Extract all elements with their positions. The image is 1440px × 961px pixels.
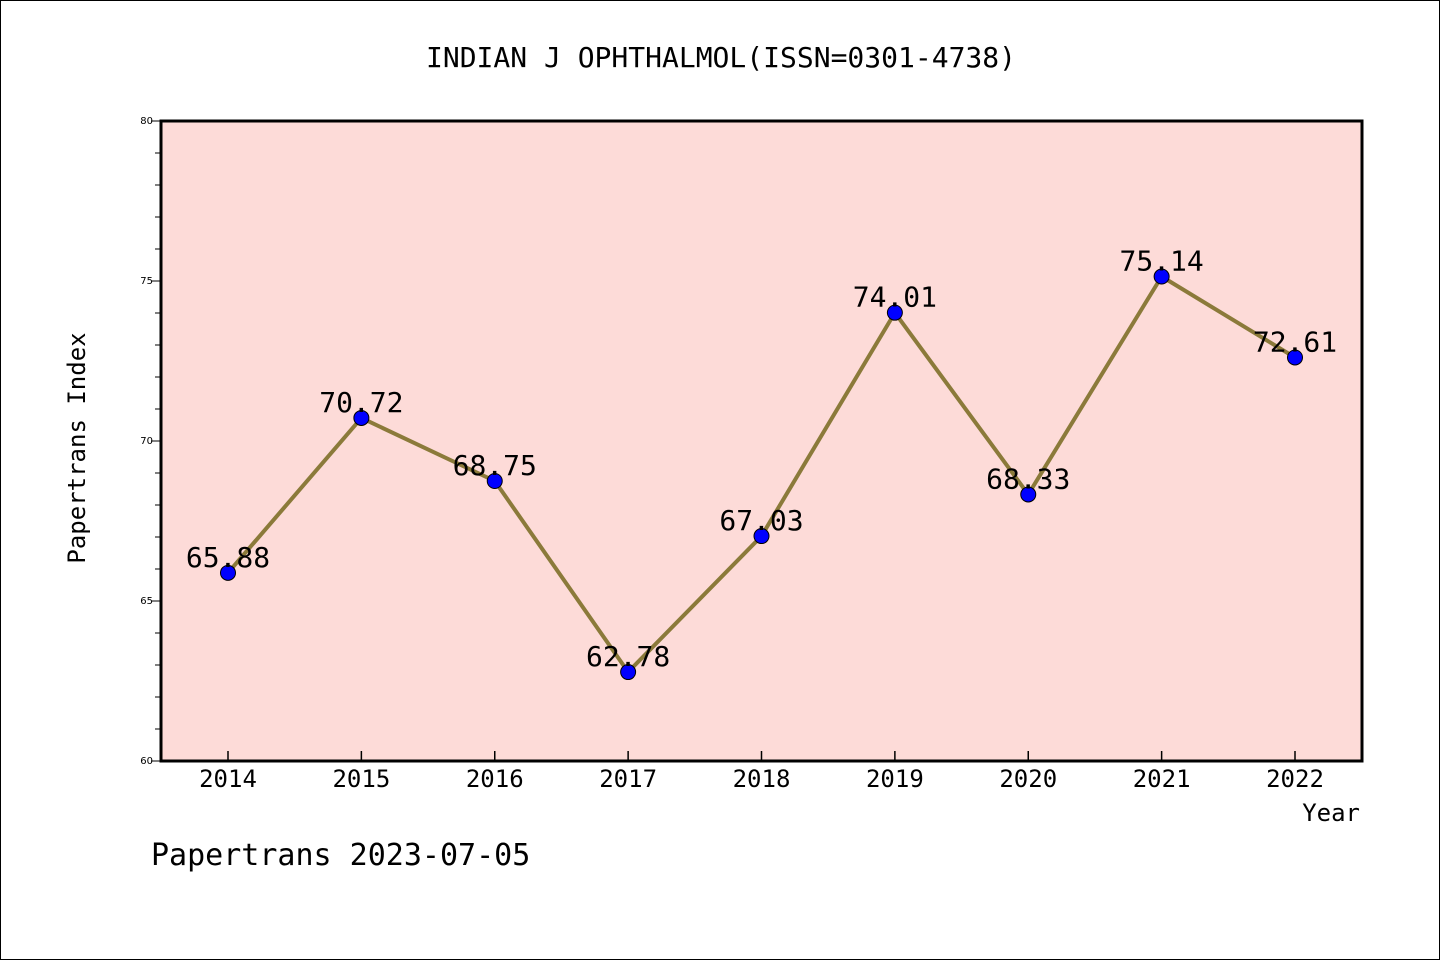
data-point xyxy=(620,664,637,681)
data-point xyxy=(220,564,236,581)
footer-credit: Papertrans 2023-07-05 xyxy=(151,838,530,873)
y-tick-label: 60 xyxy=(140,756,153,767)
y-tick-label: 65 xyxy=(140,596,153,607)
data-label: 67.03 xyxy=(719,504,803,537)
x-tick-label: 2019 xyxy=(866,765,924,793)
y-axis-title: Papertrans Index xyxy=(63,332,91,563)
data-point xyxy=(1020,486,1037,503)
data-label: 75.14 xyxy=(1119,245,1203,278)
data-point xyxy=(1287,349,1303,366)
data-point xyxy=(486,473,503,489)
data-point xyxy=(353,409,370,426)
data-label: 72.61 xyxy=(1253,325,1337,358)
series-layer xyxy=(220,268,1303,681)
y-tick-label: 75 xyxy=(140,276,153,287)
data-label: 70.72 xyxy=(319,386,403,419)
plot-area xyxy=(159,119,1364,763)
x-tick-label: 2018 xyxy=(733,765,791,793)
x-tick-label: 2022 xyxy=(1266,765,1324,793)
data-label: 65.88 xyxy=(186,541,270,574)
x-tick-label: 2020 xyxy=(999,765,1057,793)
y-tick-label: 80 xyxy=(140,116,153,127)
x-axis: 2014 2015 2016 2017 2018 2019 2020 2021 2022 xyxy=(199,751,1324,793)
data-point xyxy=(753,528,770,545)
y-axis: 60 65 70 75 80 xyxy=(140,116,161,767)
x-axis-title: Year xyxy=(1302,799,1360,827)
data-label: 74.01 xyxy=(853,281,937,314)
data-point xyxy=(1153,268,1170,285)
x-tick-label: 2021 xyxy=(1133,765,1191,793)
x-tick-label: 2015 xyxy=(332,765,390,793)
x-tick-label: 2017 xyxy=(599,765,657,793)
data-labels-layer: 65.88 70.72 68.75 62.78 67.03 74.01 68.33 75.14… xyxy=(186,245,1337,674)
data-label: 68.75 xyxy=(453,449,537,482)
data-point xyxy=(886,304,903,321)
y-tick-label: 70 xyxy=(140,436,153,447)
data-label: 68.33 xyxy=(986,462,1070,495)
chart-title: INDIAN J OPHTHALMOL(ISSN=0301-4738) xyxy=(426,41,1016,74)
data-label: 62.78 xyxy=(586,640,670,673)
x-tick-label: 2016 xyxy=(466,765,524,793)
x-tick-label: 2014 xyxy=(199,765,257,793)
